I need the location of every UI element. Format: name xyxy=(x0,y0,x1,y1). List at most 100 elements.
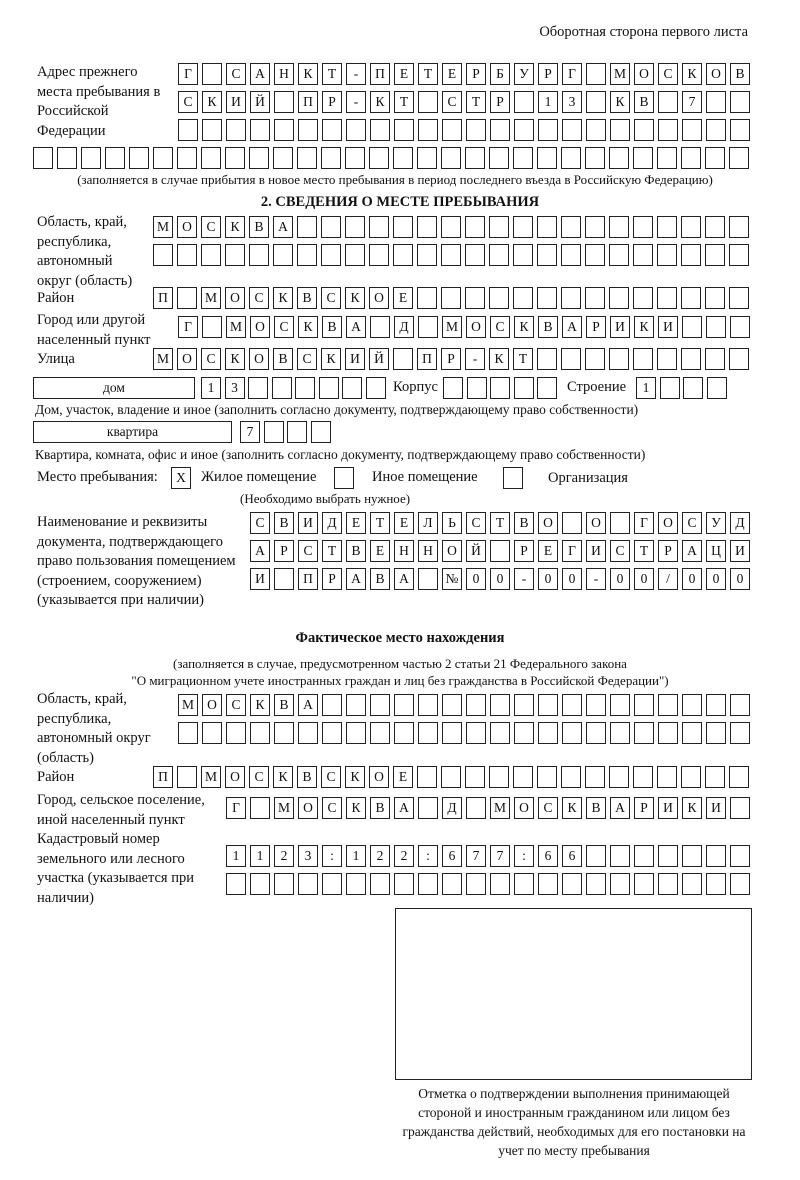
char-cell[interactable]: К xyxy=(298,63,318,85)
char-cell[interactable]: Ц xyxy=(706,540,726,562)
char-cell[interactable] xyxy=(418,722,438,744)
char-cell[interactable]: К xyxy=(634,316,654,338)
char-cell[interactable] xyxy=(393,147,413,169)
char-cell[interactable] xyxy=(418,119,438,141)
char-cell[interactable] xyxy=(129,147,149,169)
char-cell[interactable] xyxy=(513,244,533,266)
char-cell[interactable] xyxy=(318,377,339,399)
char-cell[interactable] xyxy=(610,722,630,744)
char-cell[interactable]: Т xyxy=(370,512,390,534)
char-cell[interactable] xyxy=(561,216,581,238)
char-cell[interactable] xyxy=(295,377,315,399)
char-cell[interactable] xyxy=(489,147,509,169)
char-cell[interactable]: К xyxy=(610,91,630,113)
char-cell[interactable] xyxy=(562,722,582,744)
char-cell[interactable]: К xyxy=(273,766,293,788)
char-cell[interactable]: 0 xyxy=(610,568,630,590)
char-cell[interactable]: А xyxy=(394,568,414,590)
char-cell[interactable] xyxy=(417,287,437,309)
char-cell[interactable]: М xyxy=(201,766,221,788)
char-cell[interactable]: С xyxy=(178,91,198,113)
char-cell[interactable] xyxy=(537,244,557,266)
char-cell[interactable] xyxy=(730,845,750,867)
char-cell[interactable]: О xyxy=(586,512,606,534)
char-cell[interactable] xyxy=(633,216,653,238)
char-cell[interactable]: Й xyxy=(466,540,486,562)
char-cell[interactable] xyxy=(442,873,462,895)
char-cell[interactable] xyxy=(57,147,77,169)
char-cell[interactable]: О xyxy=(466,316,486,338)
char-cell[interactable] xyxy=(417,147,437,169)
char-cell[interactable]: 7 xyxy=(490,845,510,867)
char-cell[interactable]: О xyxy=(249,348,269,370)
char-cell[interactable] xyxy=(394,722,414,744)
char-cell[interactable] xyxy=(681,287,701,309)
char-cell[interactable]: М xyxy=(178,694,198,716)
char-cell[interactable] xyxy=(610,512,630,534)
char-cell[interactable] xyxy=(418,568,438,590)
char-cell[interactable]: В xyxy=(730,63,750,85)
char-cell[interactable]: Г xyxy=(562,63,582,85)
char-cell[interactable]: И xyxy=(658,797,678,819)
char-cell[interactable] xyxy=(514,91,534,113)
char-cell[interactable] xyxy=(633,244,653,266)
char-cell[interactable] xyxy=(321,244,341,266)
char-cell[interactable]: О xyxy=(634,63,654,85)
char-cell[interactable] xyxy=(682,119,702,141)
char-cell[interactable] xyxy=(321,147,341,169)
char-cell[interactable]: У xyxy=(514,63,534,85)
char-cell[interactable] xyxy=(586,845,606,867)
char-cell[interactable] xyxy=(298,722,318,744)
char-cell[interactable]: А xyxy=(273,216,293,238)
apartment-type-field[interactable]: квартира xyxy=(33,421,232,443)
char-cell[interactable]: - xyxy=(346,63,366,85)
char-cell[interactable]: 2 xyxy=(274,845,294,867)
char-cell[interactable]: П xyxy=(298,568,318,590)
char-cell[interactable]: О xyxy=(369,287,389,309)
char-cell[interactable] xyxy=(682,316,702,338)
char-cell[interactable] xyxy=(442,119,462,141)
char-cell[interactable]: О xyxy=(658,512,678,534)
char-cell[interactable]: 1 xyxy=(250,845,270,867)
char-cell[interactable]: Е xyxy=(346,512,366,534)
char-cell[interactable]: И xyxy=(298,512,318,534)
char-cell[interactable] xyxy=(346,873,366,895)
checkbox-residential[interactable]: X xyxy=(171,467,191,489)
char-cell[interactable] xyxy=(394,694,414,716)
char-cell[interactable]: 6 xyxy=(442,845,462,867)
char-cell[interactable]: Е xyxy=(393,287,413,309)
char-cell[interactable]: И xyxy=(706,797,726,819)
char-cell[interactable] xyxy=(658,694,678,716)
char-cell[interactable]: Р xyxy=(274,540,294,562)
char-cell[interactable]: Т xyxy=(322,63,342,85)
char-cell[interactable] xyxy=(466,377,487,399)
char-cell[interactable]: : xyxy=(418,845,438,867)
char-cell[interactable] xyxy=(610,845,630,867)
char-cell[interactable] xyxy=(465,244,485,266)
char-cell[interactable]: Н xyxy=(418,540,438,562)
char-cell[interactable] xyxy=(297,244,317,266)
char-cell[interactable] xyxy=(730,91,750,113)
char-cell[interactable] xyxy=(490,540,510,562)
char-cell[interactable] xyxy=(609,216,629,238)
char-cell[interactable]: М xyxy=(274,797,294,819)
char-cell[interactable] xyxy=(513,216,533,238)
char-cell[interactable]: С xyxy=(249,287,269,309)
char-cell[interactable]: : xyxy=(514,845,534,867)
char-cell[interactable] xyxy=(706,91,726,113)
char-cell[interactable] xyxy=(202,119,222,141)
char-cell[interactable] xyxy=(442,722,462,744)
char-cell[interactable]: 6 xyxy=(562,845,582,867)
char-cell[interactable]: И xyxy=(345,348,365,370)
char-cell[interactable] xyxy=(274,119,294,141)
char-cell[interactable] xyxy=(393,244,413,266)
char-cell[interactable] xyxy=(537,147,557,169)
char-cell[interactable]: 0 xyxy=(682,568,702,590)
char-cell[interactable]: М xyxy=(226,316,246,338)
char-cell[interactable] xyxy=(441,147,461,169)
char-cell[interactable] xyxy=(562,512,582,534)
